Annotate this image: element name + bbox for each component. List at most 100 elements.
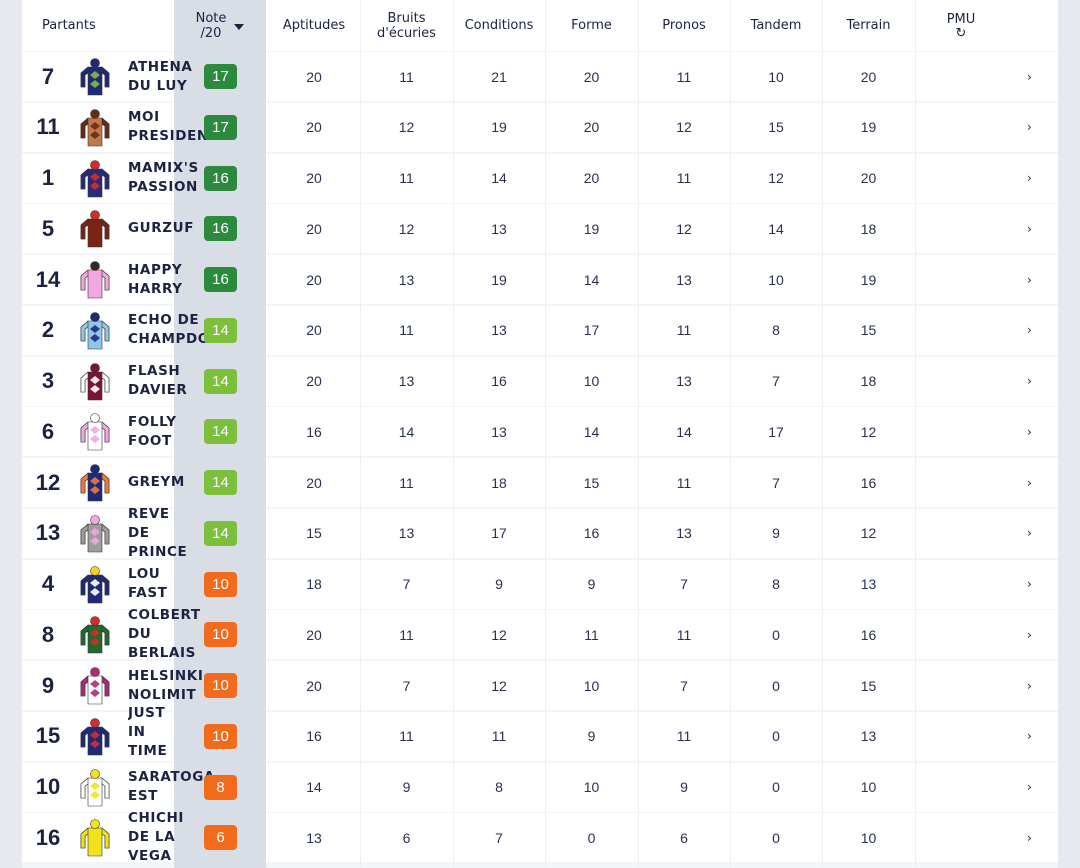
horse-name-line: HELSINKI [128,667,204,684]
table-row[interactable]: 9 HELSINKI NOLIMIT 10 20 7 12 10 7 0 15 › [22,661,1058,710]
chevron-right-icon[interactable]: › [1027,577,1032,591]
table-row[interactable]: 14 HAPPY HARRY 16 20 13 19 14 13 10 19 › [22,255,1058,304]
table-row[interactable]: 10 SARATOGA EST 8 14 9 8 10 9 0 10 › [22,762,1058,812]
score-forme: 10 [583,373,600,389]
score-bruits: 13 [398,373,415,389]
chevron-right-icon[interactable]: › [1027,627,1032,642]
header-conditions[interactable]: Conditions [453,0,545,51]
horse-name[interactable]: REVE DE PRINCE [128,506,238,560]
score-terrain: 13 [860,576,877,592]
header-terrain-label: Terrain [846,18,891,33]
header-pmu[interactable]: PMU ↻ [915,0,1007,51]
horse-name-line: JUST [128,704,166,721]
horse-name[interactable]: GREYM [128,458,238,507]
chevron-right-icon[interactable]: › [1027,780,1032,794]
chevron-right-icon[interactable]: › [1027,424,1032,439]
horse-name-line: PASSION [128,179,198,195]
chevron-right-icon[interactable]: › [1027,272,1032,287]
table-row[interactable]: 12 GREYM 14 20 11 18 15 11 7 16 › [22,458,1058,507]
chevron-right-icon[interactable]: › [1027,221,1032,236]
table-row[interactable]: 16 CHICHI DE LA VEGA 6 13 6 7 0 6 0 10 › [22,810,1058,864]
horse-name[interactable]: HAPPY HARRY [128,255,238,304]
horse-name[interactable]: FLASH DAVIER [128,357,238,406]
score-bruits: 7 [402,677,411,694]
sort-desc-icon[interactable] [234,23,245,30]
jockey-silk-icon [80,311,110,350]
table-row[interactable]: 13 REVE DE PRINCE 14 15 13 17 16 13 9 12 › [22,506,1058,560]
horse-name[interactable]: CHICHI DE LA VEGA [128,810,238,864]
chevron-right-icon[interactable]: › [1027,678,1032,693]
table-row[interactable]: 3 FLASH DAVIER 14 20 13 16 10 13 7 18 › [22,356,1058,406]
partants-table: Partants Note /20 Aptitudes Bruits d'écu… [22,0,1058,868]
table-row[interactable]: 2 ECHO DE CHAMPDOUX 14 20 11 13 17 11 8 15 › [22,305,1058,355]
header-aptitudes[interactable]: Aptitudes [268,0,360,51]
horse-name[interactable]: ATHENA DU LUY [128,52,238,101]
score-forme: 17 [583,322,600,339]
chevron-right-icon[interactable]: › [1027,475,1032,490]
chevron-right-icon[interactable]: › [1027,526,1032,541]
score-pronos: 12 [676,220,692,237]
table-row[interactable]: 8 COLBERT DU BERLAIS 10 20 11 12 11 11 0 16 › [22,607,1058,661]
runner-number: 8 [41,621,55,647]
horse-name-line: ATHENA [128,58,193,75]
note-badge: 6 [204,825,237,851]
horse-name[interactable]: JUSTINTIMEBLUE [128,704,238,761]
horse-name[interactable]: HELSINKI NOLIMIT [128,661,238,710]
score-conditions: 13 [491,423,507,440]
horse-name[interactable]: LOU FAST [128,560,238,609]
horse-name[interactable]: COLBERT DU BERLAIS [128,607,238,661]
header-bruits-ecuries[interactable]: Bruits d'écuries [360,0,453,51]
chevron-right-icon[interactable]: › [1027,830,1032,845]
table-row[interactable]: 5 GURZUF 16 20 12 13 19 12 14 18 › [22,204,1058,254]
score-terrain: 19 [860,119,877,136]
table-row[interactable]: 7 ATHENA DU LUY 17 20 11 21 20 11 10 20 › [22,52,1058,101]
table-row[interactable]: 11 MOI PRESIDENTE 17 20 12 19 20 12 15 19 › [22,102,1058,152]
horse-name[interactable]: MOI PRESIDENTE [128,103,238,152]
note-badge: 17 [204,114,237,140]
header-note-scale: /20 [200,25,222,41]
horse-name-line: DU [128,626,152,643]
score-aptitudes: 13 [306,829,322,846]
score-tandem: 0 [772,728,780,745]
table-row[interactable]: 4 LOU FAST 10 18 7 9 9 7 8 13 › [22,559,1058,609]
refresh-icon[interactable]: ↻ [955,25,967,41]
score-tandem: 12 [768,170,784,186]
table-row[interactable]: 6 FOLLY FOOT 14 16 14 13 14 14 17 12 › [22,407,1058,457]
score-conditions: 14 [491,170,507,186]
chevron-right-icon[interactable]: › [1027,171,1032,185]
horse-name-line: IN [128,723,146,740]
score-forme: 11 [584,626,599,643]
jockey-silk-icon [80,514,110,553]
score-forme: 14 [583,271,600,288]
jockey-silk-icon [80,413,110,451]
runner-number: 14 [35,266,61,292]
header-note-sort[interactable]: Note /20 [174,0,266,51]
horse-name-line: SARATOGA [128,769,215,785]
horse-name-line: FAST [128,585,168,601]
horse-name[interactable]: FOLLY FOOT [128,407,238,456]
chevron-right-icon[interactable]: › [1027,69,1032,84]
horse-name-line: HARRY [128,280,183,297]
header-tandem-label: Tandem [750,18,802,33]
table-row[interactable]: 15JUSTINTIMEBLUE10161111911013› [22,705,1058,761]
score-bruits: 12 [398,119,415,136]
score-aptitudes: 20 [306,271,322,288]
header-tandem[interactable]: Tandem [730,0,822,51]
chevron-right-icon[interactable]: › [1027,729,1032,744]
horse-name[interactable]: GURZUF [128,204,238,253]
chevron-right-icon[interactable]: › [1027,374,1032,388]
score-forme: 9 [587,576,596,592]
horse-name[interactable]: SARATOGA EST [128,763,238,812]
chevron-right-icon[interactable]: › [1027,323,1032,338]
runner-number: 2 [41,317,55,343]
header-forme[interactable]: Forme [545,0,638,51]
score-pronos: 11 [676,170,692,186]
score-conditions: 13 [491,220,507,237]
table-header: Partants Note /20 Aptitudes Bruits d'écu… [22,0,1058,51]
table-row[interactable]: 1 MAMIX'S PASSION 16 20 11 14 20 11 12 20 › [22,153,1058,203]
horse-name[interactable]: MAMIX'S PASSION [128,154,238,203]
header-terrain[interactable]: Terrain [822,0,915,51]
chevron-right-icon[interactable]: › [1027,120,1032,135]
score-bruits: 6 [402,829,411,846]
header-pronos[interactable]: Pronos [638,0,730,51]
